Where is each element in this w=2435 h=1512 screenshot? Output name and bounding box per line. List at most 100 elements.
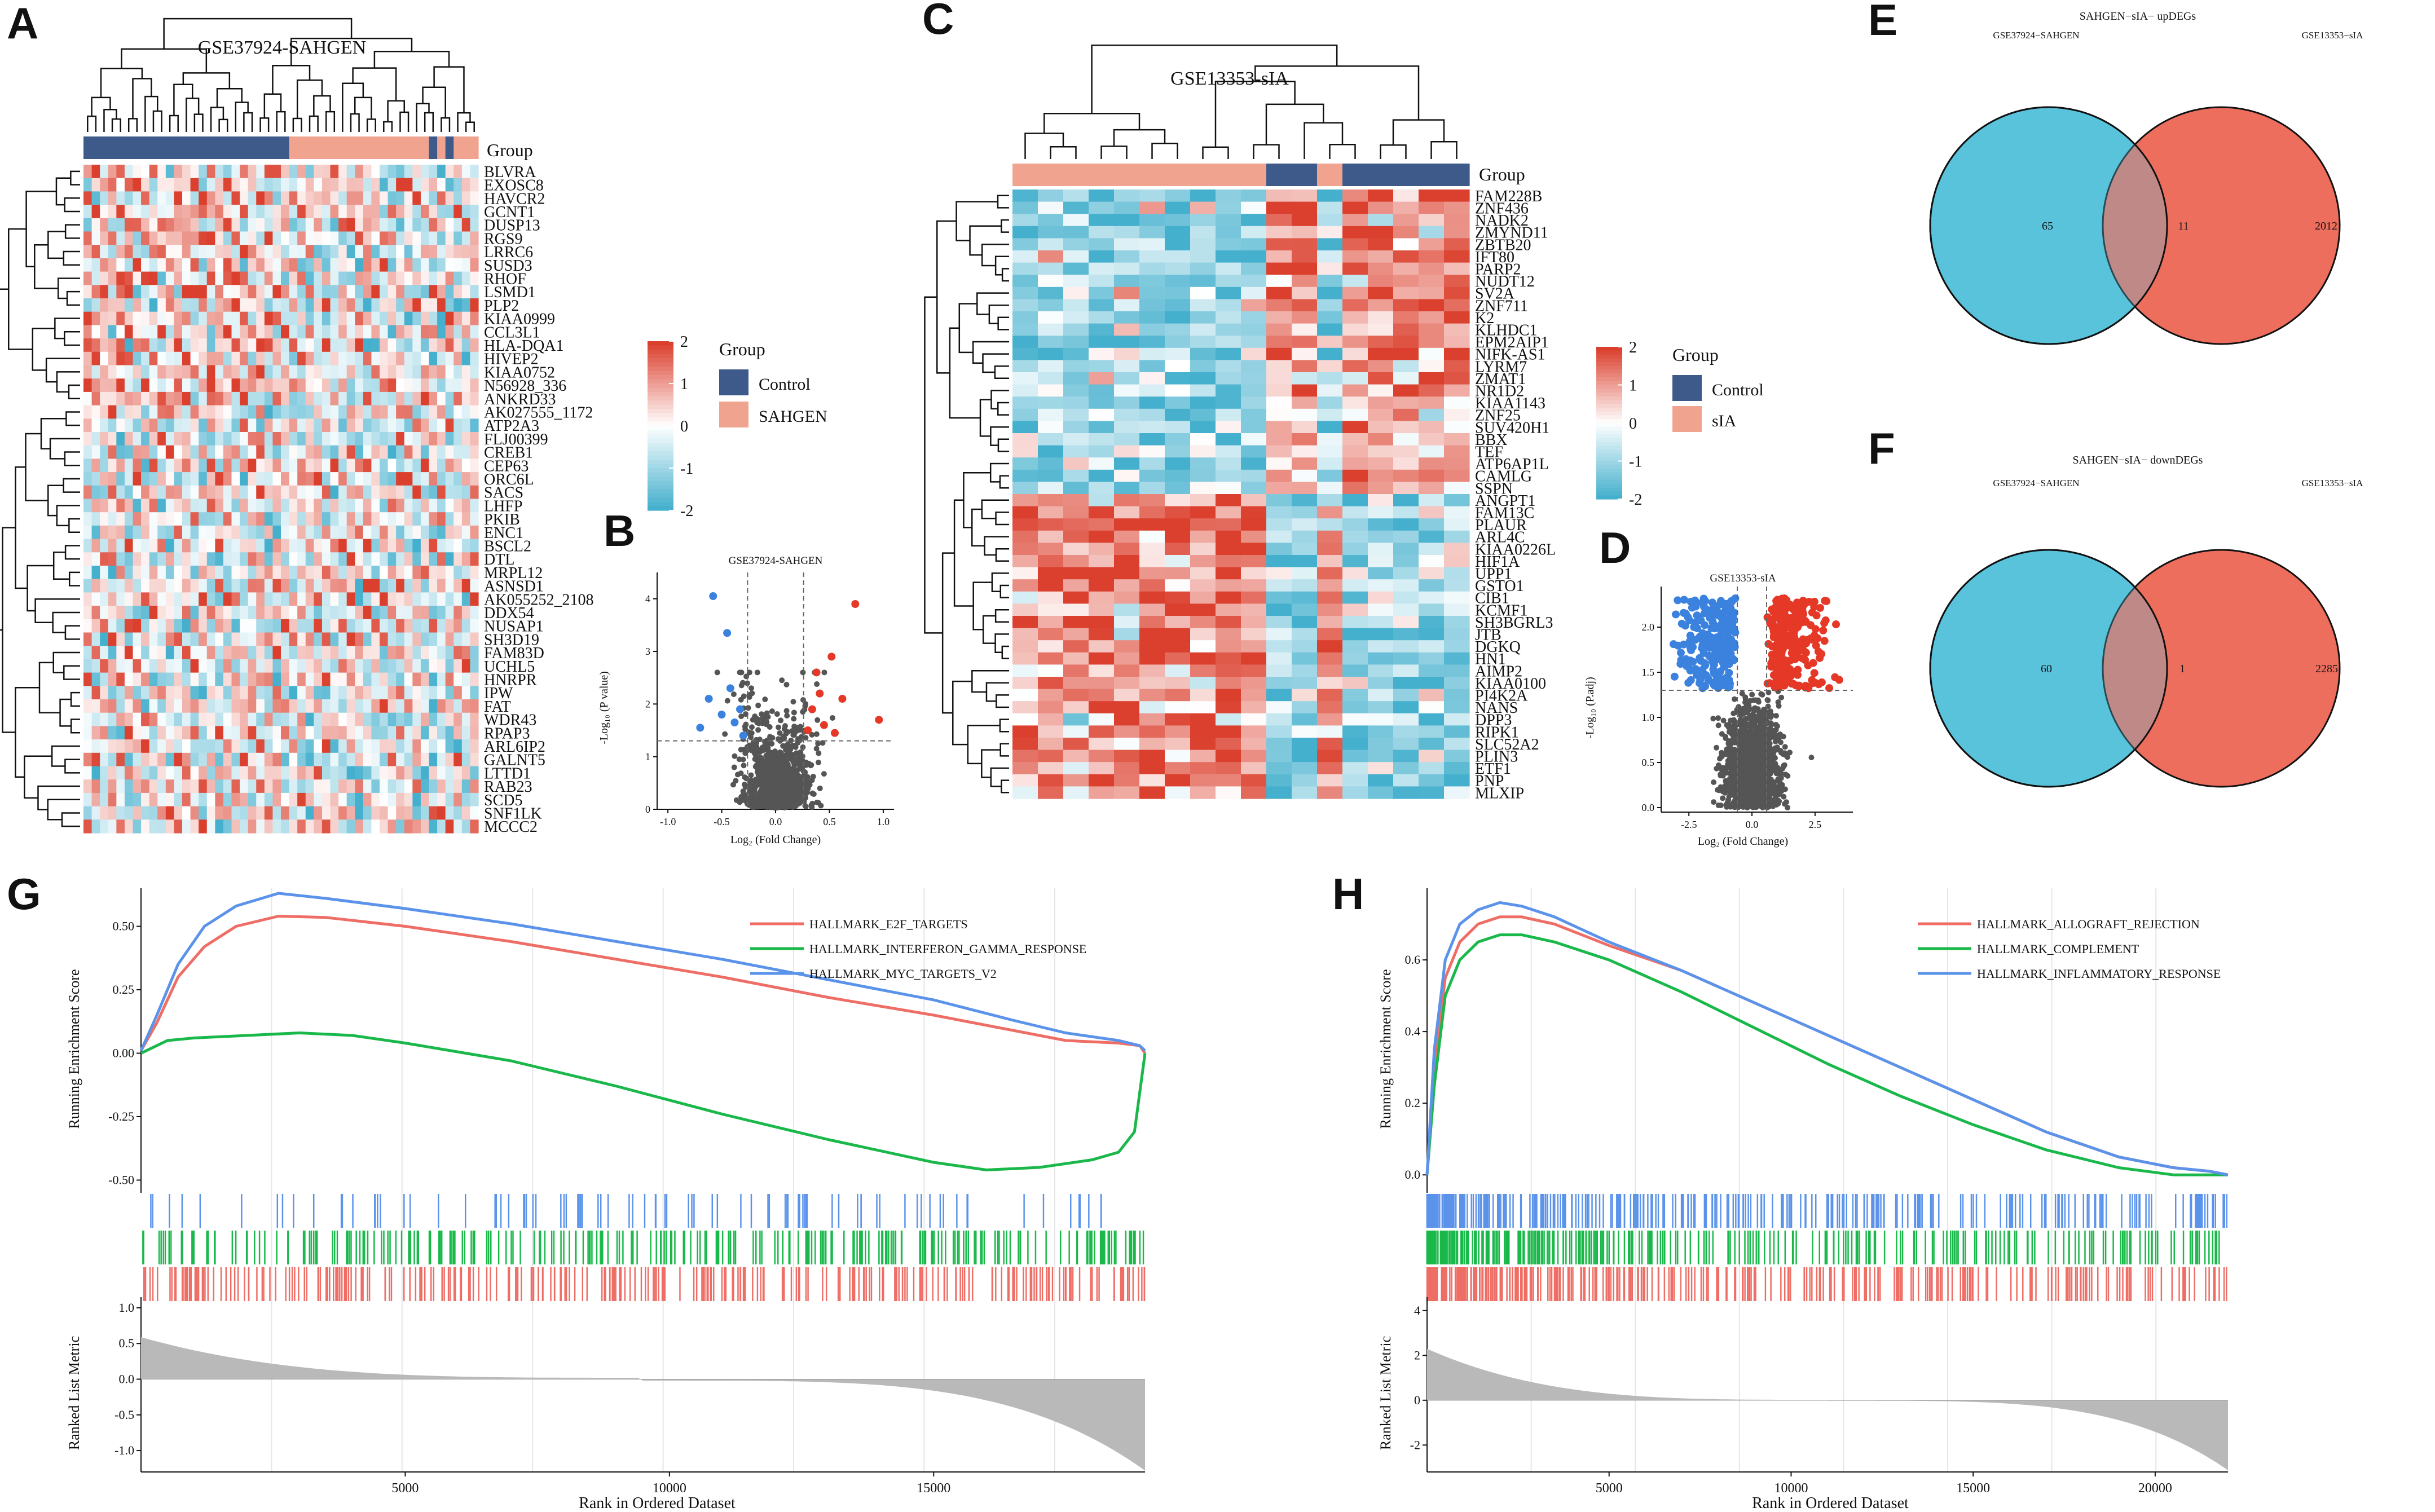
heatmap-cell <box>199 178 208 192</box>
heatmap-cell <box>1038 494 1064 507</box>
heatmap-cell <box>1012 347 1038 360</box>
volcano-point <box>785 753 791 760</box>
heatmap-cell <box>264 418 274 433</box>
heatmap-cell <box>248 539 257 553</box>
heatmap-cell <box>1114 774 1140 787</box>
volcano-point <box>790 699 796 705</box>
heatmap-cell <box>453 539 463 553</box>
heatmap-cell <box>1342 311 1368 324</box>
heatmap-cell <box>380 271 389 285</box>
heatmap-cell <box>165 539 175 553</box>
heatmap-cell <box>322 779 331 794</box>
color-scale-step <box>648 472 673 477</box>
row-label: ZNF25 <box>1475 407 1521 425</box>
heatmap-cell <box>355 325 364 339</box>
volcano-point <box>790 804 796 810</box>
heatmap-cell <box>264 285 274 299</box>
heatmap-cell <box>174 752 183 767</box>
heatmap-cell <box>289 499 298 513</box>
heatmap-cell <box>305 191 314 205</box>
heatmap-cell <box>1038 299 1064 312</box>
heatmap-cell <box>124 592 134 606</box>
heatmap-cell <box>330 378 339 393</box>
heatmap-cell <box>157 391 166 406</box>
heatmap-cell <box>1266 482 1292 495</box>
column-dendrogram-branch <box>193 113 204 132</box>
heatmap-cell <box>240 351 249 366</box>
heatmap-cell <box>1419 189 1445 202</box>
heatmap-cell <box>429 205 438 219</box>
heatmap-cell <box>149 271 158 285</box>
heatmap-cell <box>371 806 380 820</box>
heatmap-cell <box>231 205 240 219</box>
heatmap-cell <box>412 325 421 339</box>
heatmap-cell <box>206 325 215 339</box>
heatmap-cell <box>141 271 150 285</box>
heatmap-cell <box>289 525 298 540</box>
heatmap-cell <box>182 459 191 473</box>
row-label: KIAA1143 <box>1475 395 1545 412</box>
heatmap-cell <box>355 338 364 352</box>
heatmap-cell <box>264 766 274 780</box>
heatmap-cell <box>388 311 397 325</box>
heatmap-cell <box>231 459 240 473</box>
heatmap-cell <box>453 285 463 299</box>
heatmap-cell <box>1012 311 1038 324</box>
heatmap-cell <box>1038 762 1064 775</box>
color-scale-step <box>1596 350 1622 355</box>
heatmap-cell <box>165 499 175 513</box>
heatmap-cell <box>297 779 306 794</box>
heatmap-cell <box>199 485 208 500</box>
heatmap-cell <box>1393 469 1419 482</box>
heatmap-cell <box>461 512 471 526</box>
heatmap-cell <box>322 165 331 179</box>
heatmap-cell <box>174 298 183 312</box>
heatmap-cell <box>1419 408 1445 421</box>
legend-label-sahgen: SAHGEN <box>759 407 827 426</box>
heatmap-cell <box>404 205 413 219</box>
volcano-point <box>795 801 802 807</box>
legend-swatch-sahgen <box>719 402 748 427</box>
row-dendrogram-branch <box>989 462 1009 483</box>
group-bar-cell <box>1342 164 1368 186</box>
heatmap-cell <box>338 245 347 259</box>
heatmap-cell <box>1419 677 1445 690</box>
heatmap-cell <box>1368 336 1394 349</box>
heatmap-cell <box>199 298 208 312</box>
heatmap-cell <box>470 459 479 473</box>
row-label: KCMF1 <box>1475 602 1527 619</box>
heatmap-cell <box>248 806 257 820</box>
heatmap-cell <box>231 365 240 379</box>
color-scale-step <box>648 468 673 473</box>
heatmap-cell <box>1368 347 1394 360</box>
row-label: JTB <box>1475 626 1501 643</box>
heatmap-cell <box>445 566 454 580</box>
heatmap-cell <box>363 699 372 713</box>
heatmap-cell <box>1190 201 1216 214</box>
heatmap-cell <box>314 632 323 646</box>
heatmap-cell <box>1216 567 1241 580</box>
heatmap-cell <box>1089 201 1115 214</box>
heatmap-cell <box>141 579 150 593</box>
heatmap-cell <box>231 165 240 179</box>
heatmap-cell <box>404 432 413 446</box>
heatmap-cell <box>322 205 331 219</box>
heatmap-cell <box>1089 567 1115 580</box>
heatmap-cell <box>470 258 479 272</box>
heatmap-cell <box>108 539 117 553</box>
heatmap-cell <box>1266 226 1292 239</box>
heatmap-cell <box>281 285 290 299</box>
volcano-point <box>798 749 804 755</box>
heatmap-cell <box>1241 189 1267 202</box>
heatmap-cell <box>429 231 438 245</box>
heatmap-cell <box>1292 250 1318 263</box>
heatmap-cell <box>1216 628 1241 641</box>
column-dendrogram-branch <box>111 118 121 132</box>
heatmap-cell <box>420 592 430 606</box>
color-scale-step <box>1596 389 1622 393</box>
heatmap-cell <box>272 646 281 660</box>
heatmap-cell <box>1114 640 1140 653</box>
row-label: CAMLG <box>1475 468 1532 486</box>
heatmap-cell <box>83 432 93 446</box>
heatmap-cell <box>240 432 249 446</box>
